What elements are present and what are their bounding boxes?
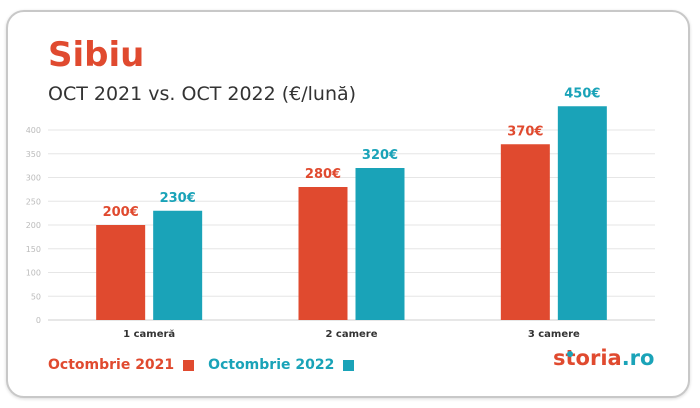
data-label-oct-2021-2: 280€ bbox=[305, 167, 341, 182]
y-tick-label-300: 300 bbox=[26, 174, 41, 183]
logo-text-suffix: .ro bbox=[621, 346, 655, 370]
y-tick-label-250: 250 bbox=[26, 197, 41, 206]
legend-item-oct-2022: Octombrie 2022 bbox=[208, 357, 355, 373]
x-tick-label-2: 2 camere bbox=[325, 329, 377, 340]
logo-dot-icon bbox=[567, 351, 573, 357]
y-tick-label-350: 350 bbox=[26, 150, 41, 159]
bar-oct-2021-2 bbox=[298, 187, 348, 320]
logo-text-main: storia bbox=[553, 346, 622, 370]
bar-oct-2021-1 bbox=[96, 225, 146, 320]
data-label-oct-2021-3: 370€ bbox=[507, 124, 543, 139]
y-tick-label-50: 50 bbox=[31, 292, 41, 301]
legend-swatch-oct-2021 bbox=[183, 359, 195, 371]
x-tick-label-1: 1 cameră bbox=[123, 329, 175, 340]
bar-oct-2022-3 bbox=[557, 106, 607, 320]
bar-oct-2022-1 bbox=[153, 210, 203, 320]
y-tick-label-150: 150 bbox=[26, 245, 41, 254]
y-tick-label-400: 400 bbox=[26, 126, 41, 135]
legend: Octombrie 2021 Octombrie 2022 bbox=[48, 357, 355, 373]
y-tick-label-0: 0 bbox=[36, 316, 41, 325]
data-label-oct-2021-1: 200€ bbox=[103, 205, 139, 220]
data-label-oct-2022-3: 450€ bbox=[564, 86, 600, 101]
bar-oct-2022-2 bbox=[355, 168, 405, 320]
legend-swatch-oct-2022 bbox=[343, 359, 355, 371]
legend-item-oct-2021: Octombrie 2021 bbox=[48, 357, 195, 373]
y-tick-label-200: 200 bbox=[26, 221, 41, 230]
data-label-oct-2022-2: 320€ bbox=[362, 148, 398, 163]
x-tick-label-3: 3 camere bbox=[528, 329, 580, 340]
legend-label-oct-2022: Octombrie 2022 bbox=[208, 357, 335, 373]
chart-title: Sibiu bbox=[48, 35, 145, 75]
y-tick-label-100: 100 bbox=[26, 269, 41, 278]
legend-label-oct-2021: Octombrie 2021 bbox=[48, 357, 175, 373]
data-label-oct-2022-1: 230€ bbox=[160, 191, 196, 206]
chart-subtitle: OCT 2021 vs. OCT 2022 (€/lună) bbox=[48, 83, 357, 105]
bar-oct-2021-3 bbox=[500, 144, 550, 320]
